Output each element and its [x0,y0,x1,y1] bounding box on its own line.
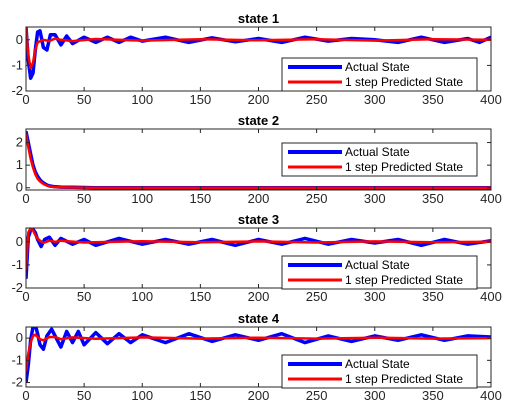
x-tick-label: 100 [131,191,153,206]
x-tick-label: 400 [480,92,502,107]
legend-box [281,354,478,389]
x-tick-label: 250 [306,191,328,206]
chart-title: state 1 [238,11,279,26]
x-tick-label: 300 [364,191,386,206]
chart-title: state 4 [238,311,280,326]
y-tick-label: -1 [11,57,23,72]
x-tick-label: 300 [364,92,386,107]
x-tick-label: 300 [364,388,386,403]
predicted-state-line [26,333,491,372]
predicted-state-line [26,27,491,70]
x-tick-label: 200 [248,92,270,107]
x-tick-label: 200 [248,388,270,403]
y-tick-label: 1 [16,157,23,172]
x-tick-label: 100 [131,289,153,304]
y-tick-label: -2 [11,375,23,390]
x-tick-label: 0 [22,92,29,107]
x-tick-label: 100 [131,92,153,107]
subplot-3: state 3 0 50 100 150 200 250 300 350 400 -2 -1 0 Actu… [11,212,501,304]
x-tick-label: 350 [422,92,444,107]
legend-label-actual: Actual State [345,145,410,159]
legend-label-actual: Actual State [345,258,410,272]
x-tick-label: 50 [77,92,91,107]
y-tick-label: 2 [16,135,23,150]
chart-title: state 3 [238,212,279,227]
x-tick-label: 250 [306,289,328,304]
y-tick-label: 0 [16,32,23,47]
y-tick-label: 0 [16,180,23,195]
x-tick-label: 150 [190,289,212,304]
subplot-4: state 4 0 50 100 150 200 250 300 350 400 -2 -1 0 Actu… [11,311,501,403]
x-tick-label: 0 [22,191,29,206]
legend-label-predicted: 1 step Predicted State [345,273,463,287]
legend-box [281,255,478,290]
x-tick-label: 150 [190,191,212,206]
x-tick-label: 50 [77,289,91,304]
chart-title: state 2 [238,113,279,128]
predicted-state-line [26,228,491,270]
legend-label-predicted: 1 step Predicted State [345,75,463,89]
y-tick-label: 0 [16,330,23,345]
subplot-1: state 1 0 50 100 150 200 250 300 350 400 -2 -1 0 Actu… [11,11,501,107]
x-tick-label: 400 [480,388,502,403]
x-tick-label: 0 [22,388,29,403]
x-tick-label: 50 [77,388,91,403]
y-tick-label: -2 [11,83,23,98]
x-tick-label: 250 [306,388,328,403]
legend-box [281,142,478,177]
x-tick-label: 150 [190,388,212,403]
x-tick-label: 0 [22,289,29,304]
x-tick-label: 150 [190,92,212,107]
legend-label-predicted: 1 step Predicted State [345,160,463,174]
legend-label-predicted: 1 step Predicted State [345,372,463,386]
x-tick-label: 350 [422,191,444,206]
legend-box [281,57,478,92]
y-tick-label: -1 [11,257,23,272]
y-tick-label: 0 [16,234,23,249]
x-tick-label: 400 [480,191,502,206]
x-tick-label: 100 [131,388,153,403]
x-tick-label: 250 [306,92,328,107]
x-tick-label: 200 [248,289,270,304]
x-tick-label: 50 [77,191,91,206]
x-tick-label: 300 [364,289,386,304]
x-tick-label: 400 [480,289,502,304]
y-tick-label: -2 [11,280,23,295]
y-tick-label: -1 [11,352,23,367]
subplot-2: state 2 0 50 100 150 200 250 300 350 400 0 1 2 Actual… [16,113,502,206]
x-tick-label: 350 [422,388,444,403]
legend-label-actual: Actual State [345,60,410,74]
x-tick-label: 350 [422,289,444,304]
x-tick-label: 200 [248,191,270,206]
legend-label-actual: Actual State [345,357,410,371]
